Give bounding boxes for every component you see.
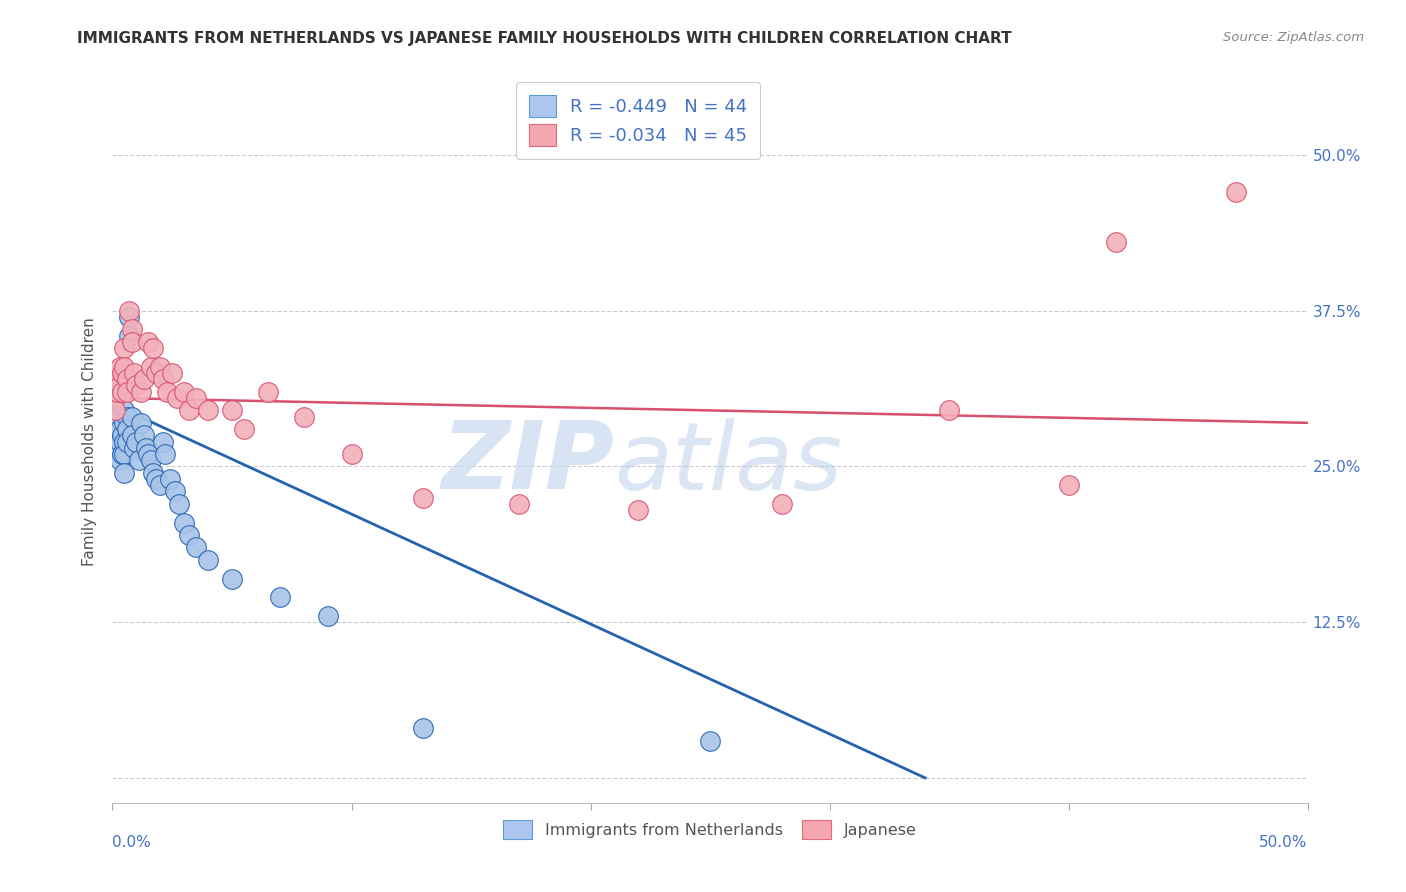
Point — [142, 341, 165, 355]
Point — [145, 366, 167, 380]
Point — [163, 484, 186, 499]
Point — [114, 466, 135, 480]
Point — [197, 403, 219, 417]
Point — [108, 422, 131, 436]
Point — [115, 409, 138, 424]
Point — [132, 428, 155, 442]
Y-axis label: Family Households with Children: Family Households with Children — [82, 318, 97, 566]
Point — [257, 384, 280, 399]
Point — [132, 372, 155, 386]
Point — [104, 391, 127, 405]
Point — [152, 372, 174, 386]
Point — [111, 366, 134, 380]
Point — [122, 366, 145, 380]
Point — [114, 341, 135, 355]
Point — [111, 384, 134, 399]
Point — [105, 372, 128, 386]
Point — [105, 384, 128, 399]
Point — [186, 541, 208, 555]
Text: Source: ZipAtlas.com: Source: ZipAtlas.com — [1223, 31, 1364, 45]
Point — [105, 441, 128, 455]
Point — [114, 359, 135, 374]
Text: 50.0%: 50.0% — [1260, 835, 1308, 850]
Point — [221, 572, 243, 586]
Text: atlas: atlas — [614, 417, 842, 508]
Point — [125, 378, 148, 392]
Point — [114, 416, 135, 430]
Point — [138, 334, 160, 349]
Point — [1057, 478, 1080, 492]
Point — [186, 391, 208, 405]
Point — [108, 453, 131, 467]
Point — [121, 428, 143, 442]
Point — [159, 472, 181, 486]
Point — [129, 416, 152, 430]
Point — [108, 359, 131, 374]
Point — [139, 359, 162, 374]
Point — [412, 721, 434, 735]
Point — [122, 441, 145, 455]
Point — [145, 472, 167, 486]
Point — [142, 466, 165, 480]
Point — [125, 434, 148, 449]
Point — [118, 310, 141, 324]
Legend: Immigrants from Netherlands, Japanese: Immigrants from Netherlands, Japanese — [498, 814, 922, 846]
Point — [340, 447, 363, 461]
Point — [156, 384, 179, 399]
Point — [114, 447, 135, 461]
Point — [111, 428, 134, 442]
Point — [115, 434, 138, 449]
Point — [316, 609, 339, 624]
Point — [138, 447, 160, 461]
Point — [104, 409, 127, 424]
Point — [121, 409, 143, 424]
Point — [1225, 186, 1247, 200]
Point — [169, 497, 191, 511]
Point — [938, 403, 960, 417]
Point — [114, 403, 135, 417]
Point — [269, 591, 291, 605]
Text: IMMIGRANTS FROM NETHERLANDS VS JAPANESE FAMILY HOUSEHOLDS WITH CHILDREN CORRELAT: IMMIGRANTS FROM NETHERLANDS VS JAPANESE … — [77, 31, 1012, 46]
Point — [177, 403, 200, 417]
Point — [1105, 235, 1128, 250]
Text: 0.0%: 0.0% — [112, 835, 152, 850]
Point — [699, 733, 721, 747]
Point — [770, 497, 793, 511]
Point — [292, 409, 315, 424]
Point — [152, 434, 174, 449]
Point — [139, 453, 162, 467]
Point — [115, 422, 138, 436]
Point — [221, 403, 243, 417]
Point — [128, 453, 150, 467]
Point — [114, 434, 135, 449]
Point — [162, 366, 183, 380]
Point — [197, 553, 219, 567]
Point — [108, 378, 131, 392]
Point — [121, 334, 143, 349]
Point — [135, 441, 157, 455]
Point — [118, 303, 141, 318]
Point — [508, 497, 530, 511]
Point — [173, 384, 195, 399]
Point — [115, 372, 138, 386]
Point — [173, 516, 195, 530]
Point — [111, 447, 134, 461]
Point — [121, 322, 143, 336]
Point — [153, 447, 176, 461]
Point — [149, 478, 172, 492]
Point — [118, 328, 141, 343]
Point — [108, 434, 131, 449]
Point — [177, 528, 200, 542]
Point — [115, 384, 138, 399]
Text: ZIP: ZIP — [441, 417, 614, 509]
Point — [104, 403, 127, 417]
Point — [166, 391, 188, 405]
Point — [129, 384, 152, 399]
Point — [627, 503, 650, 517]
Point — [149, 359, 172, 374]
Point — [412, 491, 434, 505]
Point — [233, 422, 256, 436]
